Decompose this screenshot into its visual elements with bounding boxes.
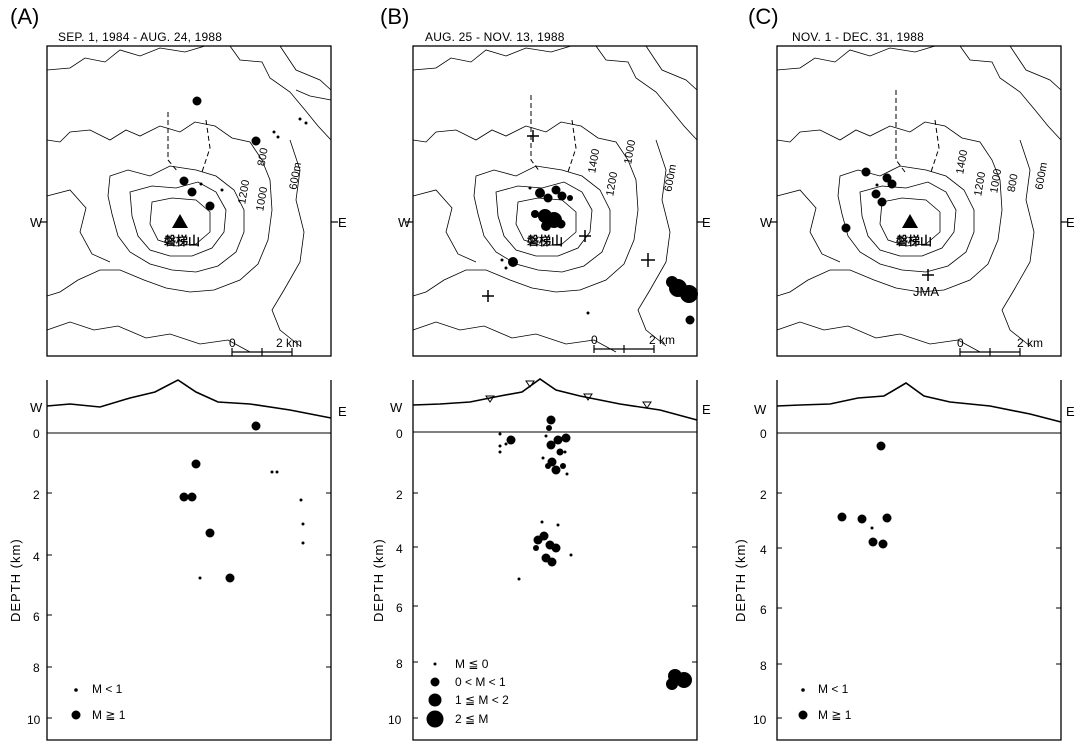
depth-tick: 0	[33, 427, 40, 441]
profile-stations-b	[485, 380, 652, 409]
legend-symbols-a	[71, 688, 81, 720]
epicenters-c	[841, 167, 897, 233]
east-label: E	[1066, 215, 1075, 230]
depth-tick: 8	[396, 657, 403, 671]
depth-tick: 2	[33, 488, 40, 502]
depth-tick: 10	[753, 713, 767, 727]
period-label: NOV. 1 - DEC. 31, 1988	[792, 30, 925, 44]
depth-tick: 2	[760, 488, 767, 502]
depth-tick: 8	[760, 659, 767, 673]
hypocenters-b	[498, 415, 692, 690]
scale-label: 2 km	[1017, 336, 1044, 350]
hypocenters-c	[837, 441, 892, 549]
scale-label: 2 km	[276, 336, 303, 350]
map-frame-b	[412, 45, 698, 357]
scale-zero: 0	[229, 336, 236, 350]
depth-tick: 6	[760, 603, 767, 617]
period-label: AUG. 25 - NOV. 13, 1988	[425, 30, 565, 44]
contour-lines-b	[412, 45, 698, 353]
legend-symbols-b	[426, 662, 444, 728]
depth-tick: 4	[396, 542, 403, 556]
depth-tick: 4	[33, 550, 40, 564]
topo-profiles	[46, 378, 1062, 423]
east-label: E	[338, 215, 347, 230]
hypocenters-a	[179, 421, 305, 583]
panel-letter: (A)	[10, 4, 40, 29]
depth-tick: 0	[396, 427, 403, 441]
scale-zero: 0	[957, 336, 964, 350]
map-frame-c	[776, 45, 1062, 357]
scale-bar-a	[231, 348, 293, 356]
crater-trace-c	[895, 90, 940, 173]
summit-triangle-c	[902, 214, 918, 228]
map-frame-a	[46, 45, 332, 357]
legend-symbols-c	[798, 688, 808, 720]
section-west-label: W	[390, 400, 403, 415]
scale-bar-b	[593, 345, 655, 353]
crater-trace-a	[167, 112, 211, 173]
legend-entry: M ≧ 1	[92, 708, 126, 722]
legend-entry: 2 ≦ M	[455, 712, 489, 726]
depth-tick: 0	[760, 427, 767, 441]
depth-tick: 4	[760, 543, 767, 557]
section-east-label: E	[1066, 404, 1075, 419]
section-west-label: W	[30, 400, 43, 415]
depth-tick: 10	[388, 713, 402, 727]
depth-tick: 6	[396, 601, 403, 615]
west-label: W	[760, 215, 773, 230]
surface-lines	[47, 431, 1061, 434]
section-west-label: W	[754, 402, 767, 417]
legend-entry: M < 1	[818, 682, 849, 696]
scale-label: 2 km	[649, 333, 676, 347]
depth-tick: 10	[27, 713, 41, 727]
panel-letter: (C)	[748, 4, 779, 29]
west-label: W	[398, 215, 411, 230]
jma-station-c	[922, 269, 934, 281]
period-label: SEP. 1, 1984 - AUG. 24, 1988	[58, 30, 223, 44]
legend-entry: M < 1	[92, 682, 123, 696]
east-label: E	[702, 215, 711, 230]
depth-tick: 6	[33, 610, 40, 624]
legend-entry: 1 ≦ M < 2	[455, 693, 509, 707]
map-frames	[46, 45, 1062, 357]
epicenters-b	[500, 185, 698, 325]
legend-entry: M ≧ 1	[818, 708, 852, 722]
panel-letter: (B)	[380, 4, 410, 29]
section-frames	[46, 380, 1062, 741]
legend-entry: 0 < M < 1	[455, 675, 506, 689]
scale-bar-c	[959, 348, 1021, 356]
depth-tick-marks	[47, 492, 1061, 719]
stations-b	[482, 130, 655, 302]
depth-tick: 2	[396, 488, 403, 502]
epicenters-a	[179, 96, 308, 211]
legend-entry: M ≦ 0	[455, 657, 489, 671]
contour-lines-c	[776, 45, 1062, 353]
depth-tick: 8	[33, 661, 40, 675]
contour-lines-a	[46, 45, 332, 353]
crater-trace-b	[530, 95, 577, 173]
summit-triangle-a	[172, 214, 188, 228]
section-east-label: E	[338, 404, 347, 419]
section-east-label: E	[702, 402, 711, 417]
west-label: W	[30, 215, 43, 230]
